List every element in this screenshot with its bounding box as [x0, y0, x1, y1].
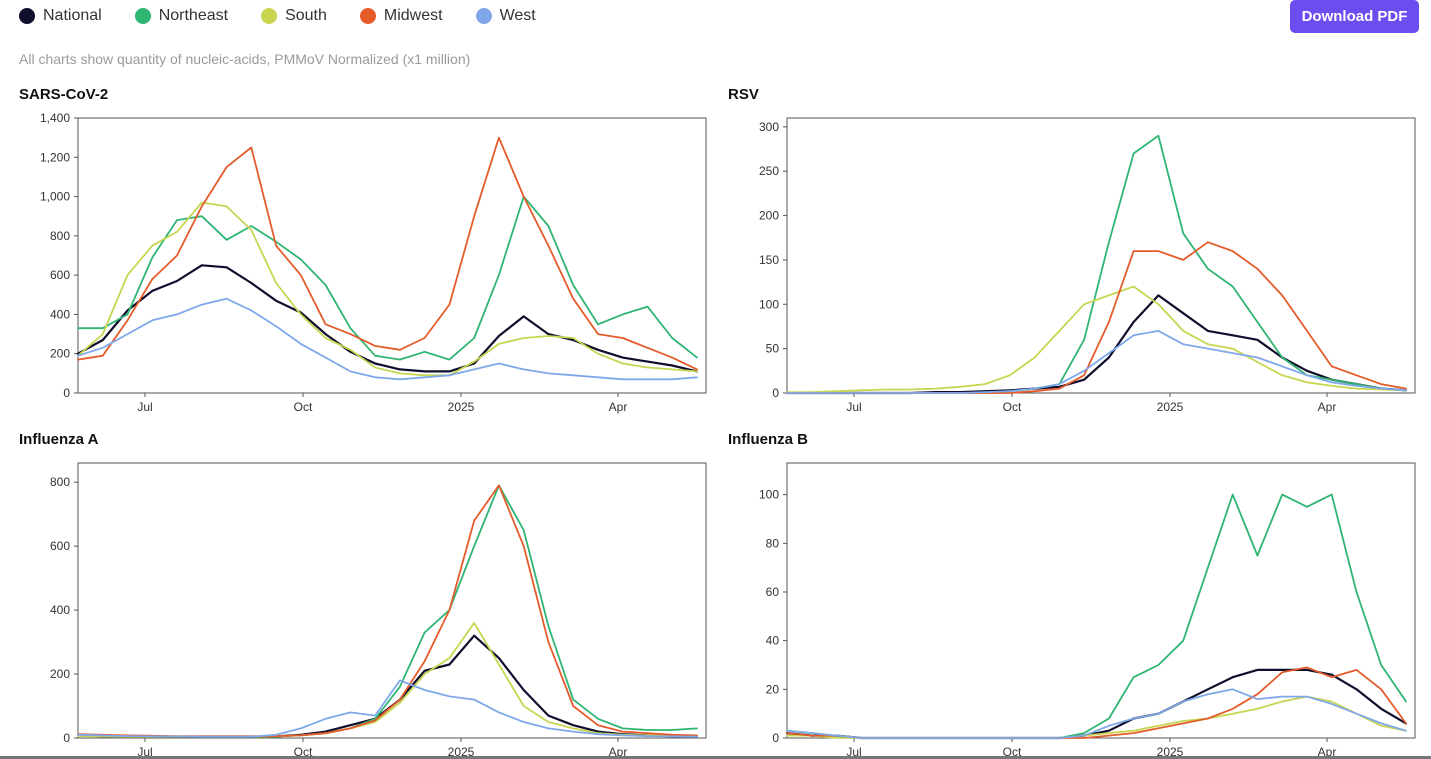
legend-label-national: National — [43, 7, 102, 24]
y-tick-label: 0 — [63, 386, 70, 400]
plot-frame — [786, 117, 1416, 394]
bottom-scrollbar — [0, 756, 1431, 759]
series-line-west — [786, 688, 1407, 739]
series-line-south — [77, 201, 698, 377]
series-line-midwest — [77, 136, 698, 371]
legend-item-west[interactable]: West — [475, 7, 536, 25]
x-tick-label: Apr — [609, 745, 628, 759]
plot-frame — [77, 462, 707, 739]
series-line-midwest — [786, 241, 1407, 394]
y-tick-label: 800 — [50, 229, 70, 243]
y-tick-label: 400 — [50, 603, 70, 617]
x-tick-label: Oct — [294, 400, 313, 414]
series-line-national — [76, 264, 699, 373]
x-tick-label: 2025 — [1157, 745, 1184, 759]
y-tick-label: 200 — [759, 209, 779, 223]
y-tick-label: 1,200 — [40, 150, 70, 164]
y-tick-label: 100 — [759, 297, 779, 311]
series-line-south — [77, 622, 698, 738]
y-tick-label: 0 — [63, 731, 70, 745]
y-tick-label: 400 — [50, 307, 70, 321]
plot-frame — [77, 117, 707, 394]
chart-title-rsv: RSV — [728, 86, 759, 103]
series-line-national — [785, 294, 1408, 395]
y-tick-label: 1,000 — [40, 190, 70, 204]
x-tick-label: Jul — [137, 400, 152, 414]
series-line-west — [77, 679, 698, 738]
legend-label-midwest: Midwest — [383, 7, 443, 24]
charts-subtitle: All charts show quantity of nucleic-acid… — [19, 51, 471, 67]
x-tick-label: Oct — [1003, 400, 1022, 414]
series-line-national — [785, 668, 1408, 740]
x-tick-label: 2025 — [448, 400, 475, 414]
plot-frame — [786, 462, 1416, 739]
legend-label-northeast: Northeast — [158, 7, 229, 24]
x-tick-label: Jul — [846, 745, 861, 759]
x-tick-label: Jul — [137, 745, 152, 759]
series-line-northeast — [786, 134, 1407, 394]
y-tick-label: 800 — [50, 475, 70, 489]
y-tick-label: 20 — [766, 682, 780, 696]
y-tick-label: 50 — [766, 342, 780, 356]
y-tick-label: 60 — [766, 585, 780, 599]
series-line-west — [786, 329, 1407, 394]
series-line-south — [786, 695, 1407, 739]
y-tick-label: 40 — [766, 634, 780, 648]
legend-label-west: West — [499, 7, 536, 24]
y-tick-label: 100 — [759, 488, 779, 502]
chart-title-sars-cov-2: SARS-CoV-2 — [19, 86, 109, 103]
chart-influenza-a: 0 200 400 600 800 Jul Oct 2025 Apr — [50, 462, 707, 759]
y-tick-label: 0 — [772, 731, 779, 745]
y-tick-label: 600 — [50, 268, 70, 282]
x-tick-label: Oct — [1003, 745, 1022, 759]
y-tick-label: 1,400 — [40, 111, 70, 125]
chart-rsv: 0 50 100 150 200 250 300 Jul Oct 2025 Apr — [759, 117, 1416, 414]
legend-dot-national — [19, 8, 35, 24]
chart-influenza-b: 0 20 40 60 80 100 Jul Oct 2025 Apr — [759, 462, 1416, 759]
y-tick-label: 0 — [772, 386, 779, 400]
y-tick-label: 600 — [50, 539, 70, 553]
legend-dot-south — [261, 8, 278, 24]
download-pdf-button[interactable]: Download PDF — [1290, 0, 1419, 33]
x-tick-label: Apr — [1318, 400, 1337, 414]
y-tick-label: 200 — [50, 667, 70, 681]
chart-sars-cov-2: 0 200 400 600 800 1,000 1,200 1,400 Jul Oct 2025 Ap… — [40, 111, 707, 414]
series-line-south — [786, 285, 1407, 394]
x-tick-label: 2025 — [448, 745, 475, 759]
legend-item-national[interactable]: National — [19, 7, 102, 25]
series-line-northeast — [77, 195, 698, 361]
series-line-west — [77, 297, 698, 381]
chart-title-influenza-a: Influenza A — [19, 431, 99, 448]
series-line-midwest — [786, 666, 1407, 739]
x-tick-label: Apr — [1318, 745, 1337, 759]
legend-item-south[interactable]: South — [261, 7, 327, 25]
legend-dot-west — [475, 8, 492, 24]
legend-item-northeast[interactable]: Northeast — [134, 7, 229, 25]
x-tick-label: Jul — [846, 400, 861, 414]
legend-dot-northeast — [134, 8, 151, 24]
series-line-northeast — [786, 493, 1407, 739]
x-tick-label: Apr — [609, 400, 628, 414]
y-tick-label: 150 — [759, 253, 779, 267]
legend-item-midwest[interactable]: Midwest — [359, 7, 443, 25]
y-tick-label: 250 — [759, 164, 779, 178]
legend-dot-midwest — [359, 8, 376, 24]
y-tick-label: 300 — [759, 120, 779, 134]
y-tick-label: 80 — [766, 536, 780, 550]
x-tick-label: Oct — [294, 745, 313, 759]
legend: National Northeast South Midwest West — [19, 5, 569, 27]
chart-title-influenza-b: Influenza B — [728, 431, 809, 448]
x-tick-label: 2025 — [1157, 400, 1184, 414]
y-tick-label: 200 — [50, 347, 70, 361]
legend-label-south: South — [285, 7, 327, 24]
